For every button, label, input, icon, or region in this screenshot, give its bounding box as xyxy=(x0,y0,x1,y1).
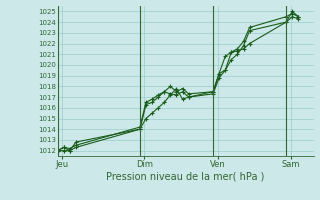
X-axis label: Pression niveau de la mer( hPa ): Pression niveau de la mer( hPa ) xyxy=(107,172,265,182)
